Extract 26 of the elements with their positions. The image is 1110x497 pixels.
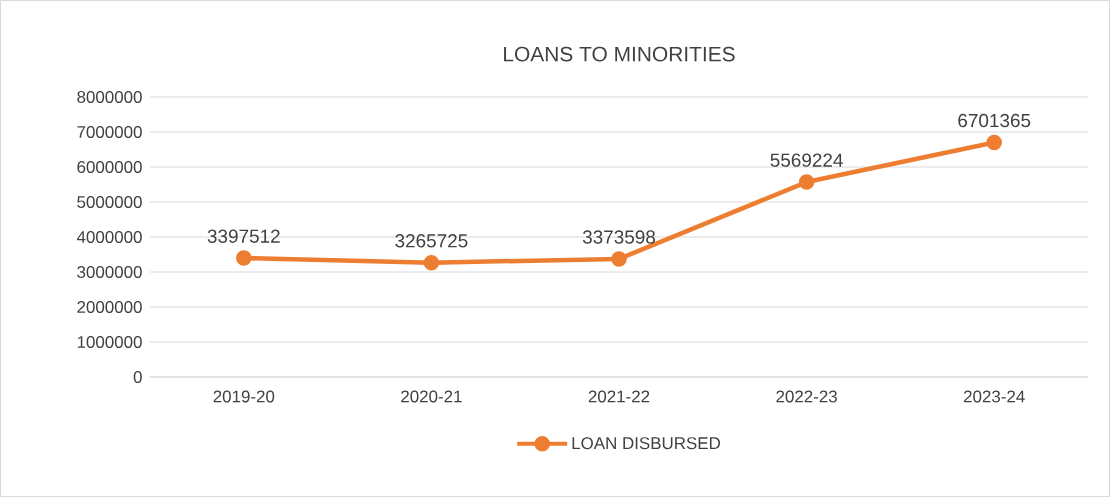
x-tick-label: 2022-23 — [776, 390, 837, 403]
y-tick-label: 1000000 — [77, 335, 142, 348]
data-label: 5569224 — [770, 153, 843, 167]
y-tick-label: 4000000 — [76, 230, 142, 243]
y-tick-label: 6000000 — [77, 160, 142, 173]
y-tick-label: 7000000 — [77, 125, 142, 138]
point — [611, 251, 627, 267]
y-tick-label: 5000000 — [77, 195, 142, 208]
data-label: 6701365 — [958, 113, 1031, 128]
x-tick-label: 2020-21 — [401, 390, 462, 403]
y-tick-label: 8000000 — [77, 90, 142, 103]
chart-title: LOANS TO MINORITIES — [504, 46, 735, 62]
x-tick-label: 2021-22 — [588, 390, 650, 403]
point — [798, 174, 815, 190]
data-label: 3265725 — [395, 234, 468, 248]
y-tick-label: 3000000 — [77, 265, 142, 278]
legend-label: LOAN DISBURSED — [572, 437, 720, 450]
x-tick-label: 2023-24 — [963, 390, 1025, 403]
data-label: 3397512 — [207, 229, 280, 243]
y-tick-label: 2000000 — [77, 300, 142, 313]
y-tick-label: 0 — [133, 370, 142, 383]
point — [423, 254, 440, 271]
x-tick-label: 2019-20 — [213, 390, 275, 403]
point — [236, 250, 252, 266]
point — [986, 134, 1002, 151]
data-label: 3373598 — [582, 230, 656, 244]
